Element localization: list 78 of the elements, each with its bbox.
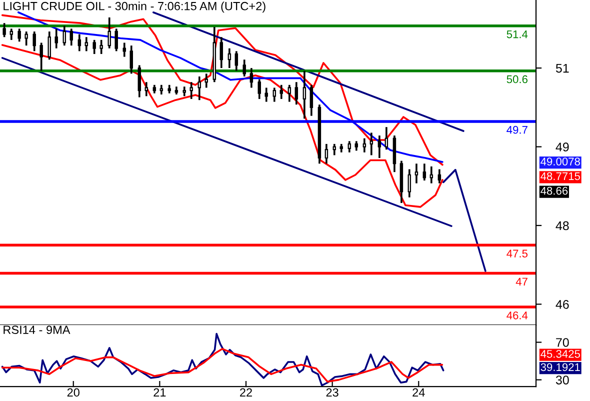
candlestick	[384, 126, 388, 150]
line-series	[1, 348, 444, 383]
candlestick	[160, 84, 164, 96]
x-tick-label: 23	[326, 388, 338, 397]
candlestick	[54, 28, 58, 50]
candlestick	[130, 44, 133, 75]
candlestick	[310, 84, 314, 117]
chart-title: LIGHT CRUDE OIL - 30min - 7:06:15 AM (UTC+2)	[4, 2, 266, 13]
candlestick	[354, 140, 358, 152]
candlestick	[100, 39, 103, 55]
candlestick	[204, 72, 208, 89]
candlestick	[32, 30, 36, 52]
ref-line-label: 51.4	[506, 30, 528, 38]
ref-line-label: 47	[516, 278, 528, 286]
y-tick-label: 51	[556, 64, 569, 73]
candlestick	[228, 47, 232, 69]
candlestick	[182, 86, 186, 98]
candlestick	[242, 58, 246, 78]
y-tick-label: 30	[556, 376, 569, 384]
text: 49.0078	[540, 158, 580, 166]
candlestick	[294, 81, 298, 106]
candlestick	[2, 22, 6, 38]
candlestick	[70, 28, 73, 46]
candlestick	[414, 162, 418, 184]
text: 39.1921	[540, 363, 580, 372]
candlestick	[332, 143, 336, 156]
candlestick	[258, 78, 261, 100]
candlestick	[324, 143, 328, 165]
line-series	[1, 44, 444, 208]
candlestick	[302, 70, 306, 120]
candlestick	[18, 28, 21, 43]
x-tick-label: 22	[240, 388, 252, 397]
candlestick	[378, 134, 382, 159]
candlestick	[122, 42, 126, 58]
candlestick	[272, 86, 276, 103]
ref-line-label: 46.4	[506, 311, 528, 320]
candlestick	[108, 16, 111, 50]
candlestick	[62, 24, 66, 46]
y-tick-label: 46	[556, 300, 569, 309]
candlestick	[438, 168, 442, 184]
candlestick	[114, 28, 118, 52]
candlestick	[138, 64, 142, 98]
text: 45.3425	[540, 350, 580, 358]
candlestick	[40, 42, 43, 72]
x-tick-label: 21	[154, 388, 166, 397]
candlestick	[362, 137, 366, 154]
candlestick	[198, 76, 202, 101]
ref-line-label: 49.7	[506, 126, 528, 134]
y-tick-label: 48	[556, 221, 569, 230]
candlestick	[10, 28, 14, 41]
candlestick	[78, 33, 82, 52]
chart-title: RSI14 - 9MA	[4, 326, 70, 334]
candlestick	[422, 162, 426, 182]
candlestick	[250, 67, 254, 89]
candlestick	[408, 168, 412, 198]
line-series	[1, 332, 444, 386]
candlestick	[144, 81, 148, 98]
ref-line-label: 50.6	[506, 75, 528, 84]
candlestick	[48, 30, 51, 61]
candlestick	[190, 81, 193, 100]
candlestick	[430, 166, 434, 184]
candlestick	[370, 132, 374, 156]
candlestick	[220, 36, 224, 69]
candlestick	[92, 39, 96, 55]
candlestick	[288, 84, 292, 103]
candlestick	[264, 86, 268, 103]
candlestick	[280, 84, 284, 100]
text: 48.7715	[540, 172, 580, 180]
x-tick-label: 24	[412, 388, 425, 397]
candlestick	[84, 36, 88, 52]
ref-line-label: 47.5	[506, 250, 528, 258]
x-tick-label: 20	[67, 388, 80, 397]
text: 48.66	[540, 186, 568, 195]
candlestick	[348, 140, 352, 154]
candlestick	[24, 30, 28, 46]
candlestick	[234, 50, 238, 72]
y-tick-label: 70	[556, 338, 569, 347]
y-tick-label: 49	[556, 142, 569, 152]
